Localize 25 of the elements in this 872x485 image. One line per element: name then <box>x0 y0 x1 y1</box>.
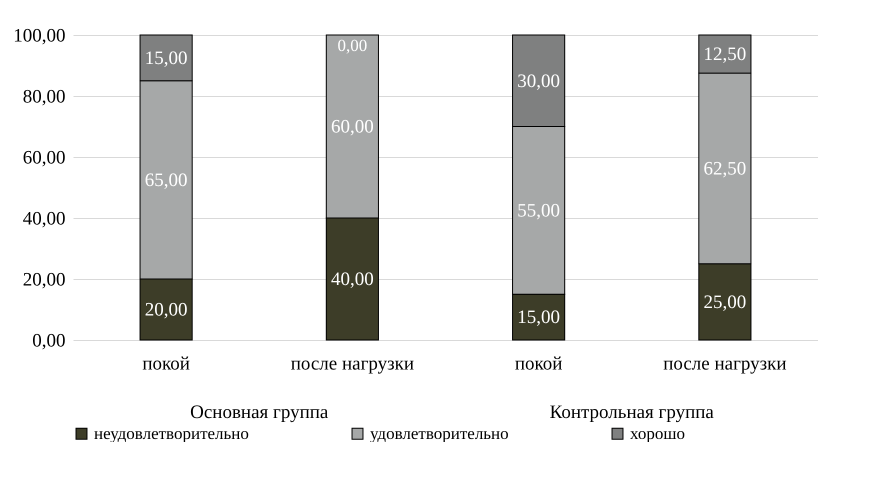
legend-label: хорошо <box>630 424 685 443</box>
y-tick-label: 80,00 <box>22 86 66 108</box>
y-tick-label: 40,00 <box>22 208 66 230</box>
y-tick-label: 100,00 <box>13 26 66 46</box>
data-label: 60,00 <box>331 116 374 138</box>
text: Основная группа <box>189 402 330 424</box>
data-label: 0,00 <box>338 36 368 55</box>
x-tick-label: покой <box>514 354 562 374</box>
y-tick-label: 60,00 <box>22 148 66 168</box>
y-tick-label: 20,00 <box>22 270 66 290</box>
x-tick-label: после нагрузки <box>290 354 414 374</box>
data-label: 15,00 <box>517 307 560 328</box>
x-tick-label: после нагрузки <box>663 354 787 374</box>
data-label: 55,00 <box>517 200 560 222</box>
data-label: 30,00 <box>517 70 560 92</box>
data-label: 40,00 <box>331 269 374 290</box>
data-label: 62,50 <box>704 158 746 180</box>
y-tick-label: 0,00 <box>32 330 66 352</box>
data-label: 12,50 <box>704 44 746 66</box>
data-label: 25,00 <box>704 292 746 313</box>
data-label: 65,00 <box>144 170 188 191</box>
text: Контрольная группа <box>548 402 715 424</box>
data-label: 20,00 <box>144 300 188 320</box>
x-tick-label: покой <box>142 354 190 374</box>
data-label: 15,00 <box>144 48 188 69</box>
